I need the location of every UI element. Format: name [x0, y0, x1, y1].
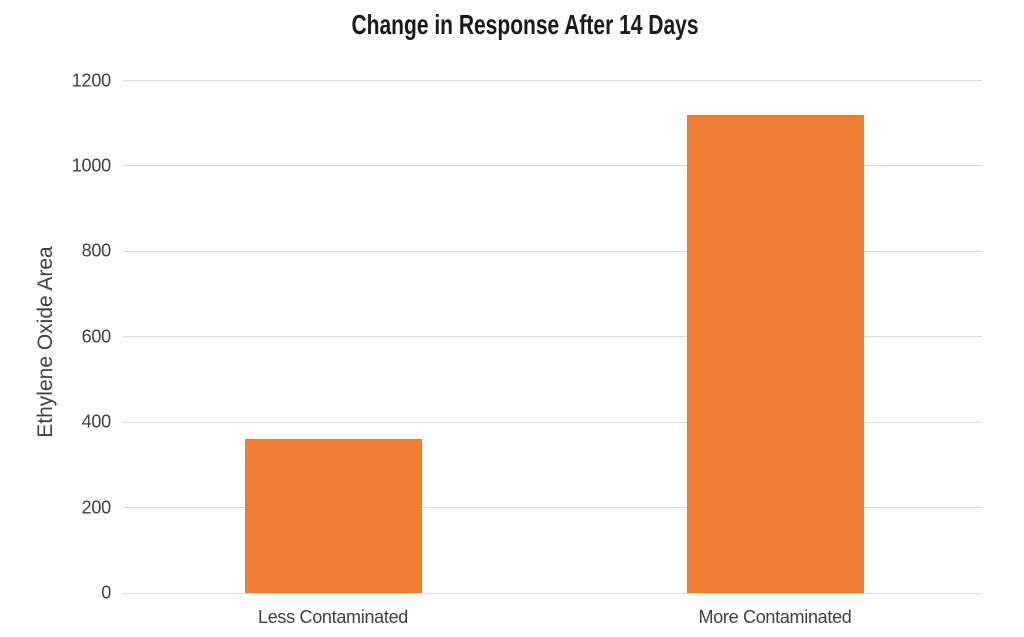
x-category-label-2: More Contaminated	[698, 607, 852, 627]
gridline-y-200	[123, 507, 982, 509]
gridline-y-800	[123, 250, 982, 252]
gridline-y-1200	[123, 80, 982, 81]
y-tick-label-800: 800	[81, 240, 112, 261]
gridline-y-1000	[123, 165, 982, 167]
y-tick-label-1200: 1200	[71, 70, 111, 90]
bar-less-contaminated	[244, 439, 422, 593]
y-tick-label-600: 600	[81, 326, 112, 347]
x-category-label-1: Less Contaminated	[258, 607, 408, 627]
gridline-y-0	[123, 592, 982, 594]
gridline-y-600	[123, 336, 982, 338]
y-tick-label-200: 200	[81, 497, 112, 518]
gridline-y-400	[123, 421, 982, 423]
y-tick-label-400: 400	[81, 411, 112, 432]
chart-title: Change in Response After 14 Days	[351, 9, 699, 40]
bar-more-contaminated	[686, 114, 864, 593]
y-tick-label-0: 0	[101, 582, 111, 603]
y-tick-label-1000: 1000	[71, 155, 111, 176]
